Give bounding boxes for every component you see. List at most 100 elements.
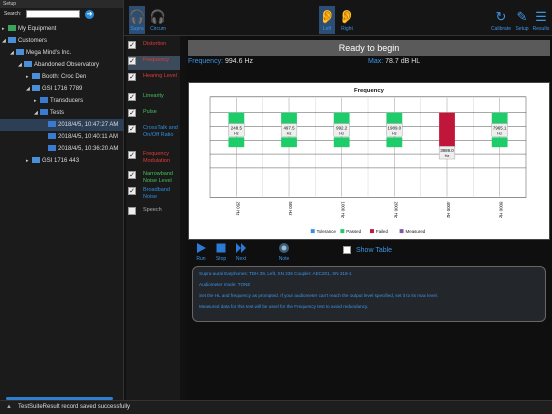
tree-item[interactable]: ◢ Mega Mind's Inc.: [10, 47, 71, 59]
test-item[interactable]: ✓ Linearity: [128, 92, 180, 106]
legend-swatch: [369, 229, 374, 234]
expanded-arrow-icon[interactable]: ◢: [26, 86, 30, 92]
test-item[interactable]: ✓ Frequency: [128, 56, 180, 70]
test-label: Distortion: [143, 41, 167, 47]
instructions-box: Supra-aural Earphones: TDH 39, Left, SN …: [192, 266, 546, 322]
test-checkbox[interactable]: ✓: [128, 109, 136, 117]
supra-label: Supra: [130, 26, 144, 32]
expanded-arrow-icon[interactable]: ◢: [10, 50, 14, 56]
measured-label: 248.5: [231, 125, 243, 130]
tree-item[interactable]: ◢ Customers: [2, 35, 47, 47]
show-table-toggle[interactable]: Show Table: [343, 246, 392, 254]
calibrate-icon: ↻: [495, 9, 507, 24]
chart-title: Frequency: [354, 88, 385, 94]
bar-lower: [386, 137, 403, 148]
measured-label-unit: Hz: [234, 130, 239, 135]
right-ear-icon: 👂: [338, 9, 356, 24]
tree-node-icon: [40, 109, 48, 116]
test-label: Broadband Noise: [143, 187, 170, 200]
test-checkbox[interactable]: [128, 207, 136, 215]
test-label: CrossTalk and On/Off Ratio: [143, 125, 178, 138]
expanded-arrow-icon[interactable]: ◢: [2, 38, 6, 44]
left-ear-button[interactable]: 👂 Left: [319, 6, 335, 34]
results-button[interactable]: ☰ Results: [532, 8, 550, 32]
play-icon: [197, 243, 206, 253]
circum-button[interactable]: 🎧 Circum: [148, 8, 168, 32]
search-go-icon[interactable]: ➜: [85, 10, 94, 19]
collapsed-arrow-icon[interactable]: ▸: [2, 26, 5, 32]
test-item[interactable]: ✓ CrossTalk and On/Off Ratio: [128, 124, 180, 138]
test-checkbox[interactable]: ✓: [128, 187, 136, 195]
x-tick-label: 1000 Hz: [341, 201, 346, 218]
tree-item-label: Customers: [18, 38, 48, 44]
measured-label-unit: Hz: [497, 130, 502, 135]
tree-item-label: Booth: Croc Den: [42, 74, 87, 80]
test-item[interactable]: ✓ Frequency Modulation: [128, 150, 180, 164]
supra-button[interactable]: 🎧 Supra: [129, 6, 145, 34]
test-item[interactable]: ✓ Broadband Noise: [128, 186, 180, 200]
expanded-arrow-icon[interactable]: ◢: [18, 62, 22, 68]
test-item[interactable]: ✓ Distortion: [128, 40, 180, 54]
left-label: Left: [322, 26, 332, 32]
test-checkbox[interactable]: ✓: [128, 41, 136, 49]
run-button[interactable]: Run: [192, 242, 210, 262]
bar-upper: [386, 112, 403, 125]
bar-upper: [333, 112, 350, 125]
next-button[interactable]: Next: [232, 242, 250, 262]
test-checkbox[interactable]: ✓: [128, 171, 136, 179]
max-label: Max:: [368, 58, 384, 65]
collapsed-arrow-icon[interactable]: ▸: [26, 74, 29, 80]
test-checkbox[interactable]: ✓: [128, 57, 136, 65]
test-checkbox[interactable]: ✓: [128, 93, 136, 101]
tree-item[interactable]: ◢ Abandoned Observatory: [18, 59, 99, 71]
test-label: Frequency: [143, 57, 169, 63]
show-table-checkbox[interactable]: [343, 246, 351, 254]
bar-upper: [228, 112, 245, 125]
test-checkbox[interactable]: ✓: [128, 125, 136, 133]
right-ear-button[interactable]: 👂 Right: [338, 8, 356, 32]
status-message: TestSuiteResult record saved successfull…: [18, 404, 131, 410]
test-checkbox[interactable]: ✓: [128, 151, 136, 159]
measured-label-unit: Hz: [339, 130, 344, 135]
tree-item[interactable]: ▸ Transducers: [34, 95, 83, 107]
status-bar: ▲ TestSuiteResult record saved successfu…: [0, 397, 552, 414]
measured-label-box: [438, 146, 456, 160]
x-tick-label: 2000 Hz: [393, 201, 398, 218]
search-input[interactable]: [26, 10, 80, 18]
setup-button[interactable]: ✎ Setup: [513, 8, 531, 32]
tree-item[interactable]: ▸ Booth: Croc Den: [26, 71, 86, 83]
test-item[interactable]: ✓ Pulse: [128, 108, 180, 122]
bar-failed: [439, 112, 455, 149]
tree-item[interactable]: 2018/4/5, 10:47:27 AM: [0, 119, 124, 131]
info-line: Audiometer mode: TONE: [199, 282, 251, 287]
measured-label-unit: Hz: [445, 153, 450, 158]
tree-item[interactable]: ▸ My Equipment: [2, 23, 56, 35]
test-item[interactable]: ✓ Hearing Level: [128, 72, 180, 86]
tree-item[interactable]: ▸ GSI 1716 443: [26, 155, 79, 167]
supra-headphones-icon: 🎧: [129, 9, 146, 24]
frequency-value: 994.6 Hz: [224, 58, 254, 65]
stop-button[interactable]: Stop: [212, 242, 230, 262]
x-tick-label: 250 Hz: [235, 201, 240, 215]
status-arrow-icon: ▲: [6, 404, 12, 410]
tree-item-label: Abandoned Observatory: [34, 62, 100, 68]
progress-bar: [6, 397, 113, 400]
calibrate-button[interactable]: ↻ Calibrate: [490, 8, 512, 32]
next-label: Next: [235, 256, 247, 262]
expanded-arrow-icon[interactable]: ◢: [34, 110, 38, 116]
tree-item[interactable]: 2018/4/5, 10:36:20 AM: [42, 143, 118, 155]
test-checkbox[interactable]: ✓: [128, 73, 136, 81]
note-button[interactable]: Note: [274, 242, 294, 262]
setup-header: Setup: [0, 0, 123, 8]
test-item[interactable]: ✓ Narrowband Noise Level: [128, 170, 180, 184]
test-item[interactable]: Speech: [128, 206, 180, 220]
collapsed-arrow-icon[interactable]: ▸: [26, 158, 29, 164]
tree-item[interactable]: ◢ Tests: [34, 107, 64, 119]
tree-node-icon: [24, 61, 32, 68]
show-table-label: Show Table: [356, 246, 393, 254]
tree-item[interactable]: 2018/4/5, 10:40:11 AM: [42, 131, 118, 143]
measured-label-box: [280, 123, 298, 137]
tree-item[interactable]: ◢ GSI 1716 7789: [26, 83, 82, 95]
collapsed-arrow-icon[interactable]: ▸: [34, 98, 37, 104]
